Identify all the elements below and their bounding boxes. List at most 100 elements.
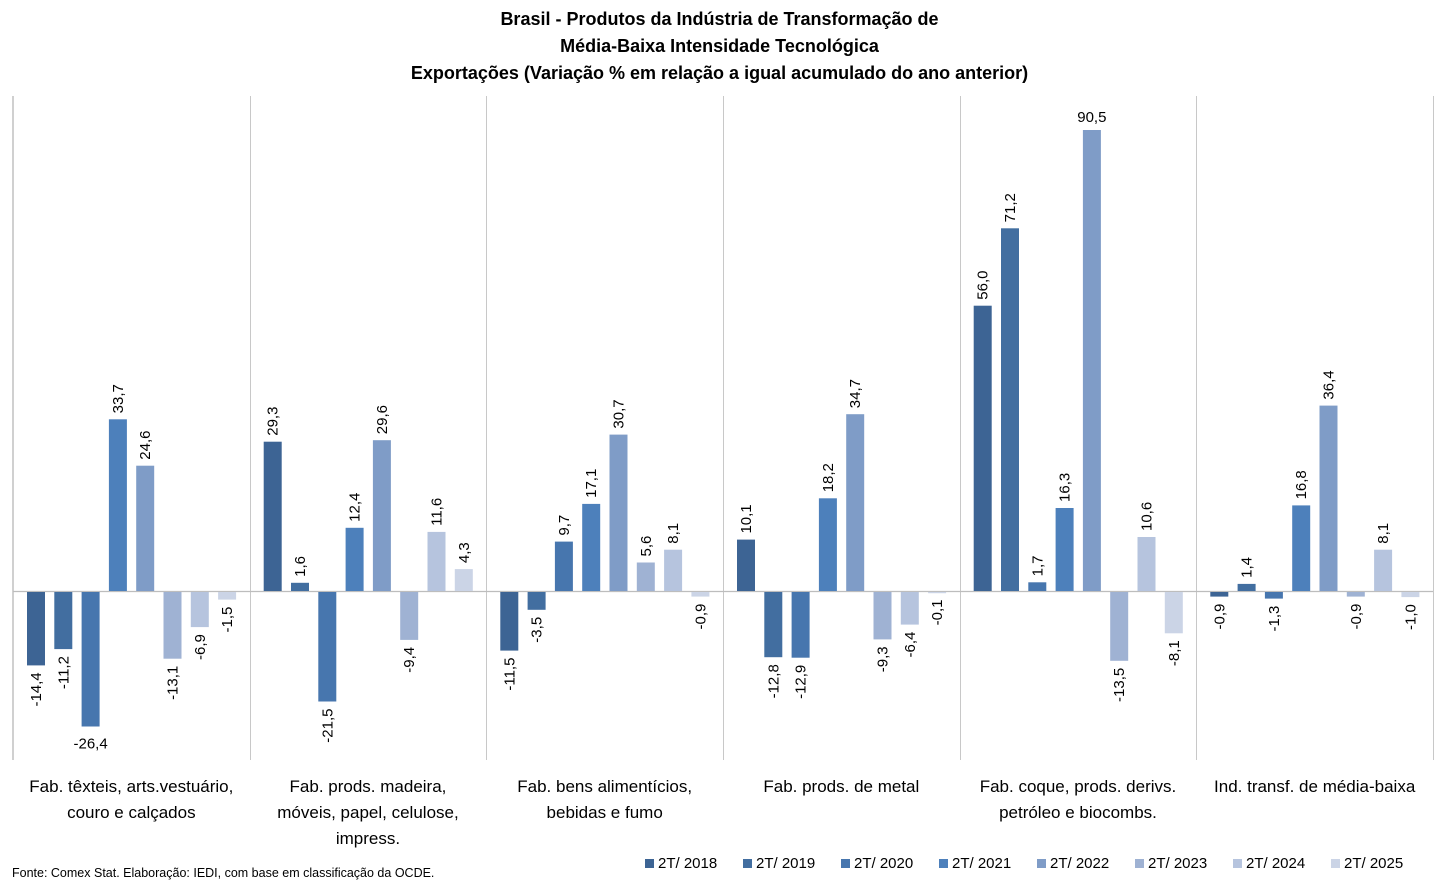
data-label: 4,3 [456, 542, 473, 563]
category-label-line: couro e calçados [67, 803, 196, 822]
data-label: 29,3 [265, 407, 282, 436]
bar-22019-cat4 [1001, 228, 1019, 592]
data-label: -6,9 [192, 634, 209, 660]
bar-22024-cat0 [190, 592, 209, 628]
bar-22018-cat0 [27, 592, 45, 666]
data-label: 90,5 [1077, 109, 1106, 126]
legend-item: 2T/ 2019 [743, 855, 841, 872]
bar-22020-cat2 [554, 541, 573, 591]
data-label: 10,1 [738, 504, 755, 533]
bar-22021-cat5 [1292, 505, 1311, 591]
legend-swatch-icon [1135, 859, 1144, 868]
data-label: 33,7 [110, 384, 127, 413]
legend-swatch-icon [1233, 859, 1242, 868]
data-label: -13,5 [1111, 668, 1128, 702]
legend-swatch-icon [841, 859, 850, 868]
bar-22021-cat1 [345, 527, 364, 591]
data-label: -0,9 [1348, 604, 1365, 630]
data-label: -3,5 [529, 617, 546, 643]
bar-22023-cat1 [400, 592, 419, 640]
legend-item: 2T/ 2025 [1331, 855, 1429, 872]
bar-22020-cat0 [81, 592, 100, 727]
bar-22019-cat5 [1237, 583, 1256, 591]
legend-swatch-icon [743, 859, 752, 868]
bar-22021-cat4 [1055, 508, 1074, 591]
bar-22018-cat2 [500, 592, 519, 651]
data-label: -9,3 [875, 646, 892, 672]
legend-swatch-icon [939, 859, 948, 868]
chart-title: Brasil - Produtos da Indústria de Transf… [0, 6, 1439, 87]
bar-22024-cat4 [1137, 537, 1156, 591]
data-label: 34,7 [847, 379, 864, 408]
data-label: -12,9 [793, 665, 810, 699]
legend-item: 2T/ 2024 [1233, 855, 1331, 872]
chart-title-line-3: Exportações (Variação % em relação a igu… [410, 63, 1029, 83]
data-label: 29,6 [374, 405, 391, 434]
data-label: -13,1 [165, 666, 182, 700]
data-label: 1,7 [1029, 555, 1046, 576]
bar-22018-cat5 [1210, 592, 1229, 597]
data-label: -11,2 [55, 656, 72, 689]
category-label-line: bebidas e fumo [546, 803, 663, 822]
data-label: 8,1 [1375, 523, 1392, 544]
legend-label: 2T/ 2021 [952, 855, 1012, 872]
bar-22020-cat5 [1264, 592, 1283, 599]
data-label: -0,1 [929, 600, 946, 626]
bar-22019-cat1 [291, 582, 309, 591]
legend: 2T/ 2018 2T/ 2019 2T/ 2020 2T/ 2021 2T/ 2022… [645, 855, 1429, 872]
category-label-line: móveis, papel, celulose, [277, 803, 459, 822]
chart-title-line-1: Brasil - Produtos da Indústria de Transf… [500, 9, 939, 29]
data-label: -1,0 [1402, 604, 1419, 630]
bar-22023-cat2 [636, 562, 655, 591]
chart-title-line-2: Média-Baixa Intensidade Tecnológica [560, 36, 879, 56]
data-label: 11,6 [428, 498, 445, 526]
bar-22021-cat3 [818, 498, 837, 591]
bar-22020-cat3 [791, 592, 810, 658]
bar-22025-cat2 [691, 592, 710, 597]
legend-label: 2T/ 2020 [854, 855, 914, 872]
bar-22022-cat0 [136, 465, 155, 591]
data-label: 17,1 [583, 469, 600, 498]
legend-label: 2T/ 2019 [756, 855, 816, 872]
data-label: 8,1 [665, 523, 682, 544]
data-label: -1,3 [1266, 606, 1283, 632]
legend-label: 2T/ 2022 [1050, 855, 1110, 872]
data-label: 18,2 [820, 463, 837, 492]
data-label: -1,5 [219, 607, 236, 633]
category-label-line: impress. [335, 829, 401, 848]
category-label-line: petróleo e biocombs. [999, 803, 1157, 822]
bar-22025-cat3 [928, 592, 947, 594]
data-label: 1,6 [292, 556, 309, 577]
data-label: -0,9 [692, 604, 709, 630]
legend-label: 2T/ 2025 [1344, 855, 1404, 872]
bar-22021-cat0 [108, 419, 127, 591]
bar-22022-cat1 [372, 440, 391, 591]
data-label: 16,3 [1057, 473, 1074, 502]
category-label-line: Fab. prods. de metal [763, 777, 920, 796]
category-label: Fab. bens alimentícios, bebidas e fumo [480, 774, 729, 826]
data-label: -14,4 [28, 672, 45, 706]
data-label: 56,0 [975, 271, 992, 300]
bar-22020-cat4 [1028, 582, 1047, 591]
legend-swatch-icon [1037, 859, 1046, 868]
category-label-line: Ind. transf. de média-baixa [1214, 777, 1416, 796]
category-label-line: Fab. bens alimentícios, [517, 777, 693, 796]
category-label: Fab. têxteis, arts.vestuário, couro e cal… [7, 774, 256, 826]
bar-22025-cat4 [1164, 592, 1183, 634]
data-label: -11,5 [501, 658, 518, 691]
data-label: 10,6 [1138, 502, 1155, 531]
category-label: Fab. prods. madeira, móveis, papel, celul… [244, 774, 493, 852]
bar-22024-cat5 [1374, 549, 1393, 591]
legend-item: 2T/ 2023 [1135, 855, 1233, 872]
data-label: -0,9 [1211, 604, 1228, 630]
source-note: Fonte: Comex Stat. Elaboração: IEDI, com… [12, 866, 435, 880]
legend-item: 2T/ 2018 [645, 855, 743, 872]
data-label: -8,1 [1166, 640, 1183, 666]
category-label-line: Fab. coque, prods. derivs. [979, 777, 1177, 796]
bar-22018-cat3 [737, 539, 755, 591]
bar-22022-cat4 [1082, 130, 1101, 591]
category-label: Ind. transf. de média-baixa [1190, 774, 1439, 800]
legend-swatch-icon [645, 859, 654, 868]
data-label: -26,4 [73, 735, 107, 752]
data-label: 30,7 [611, 399, 628, 428]
